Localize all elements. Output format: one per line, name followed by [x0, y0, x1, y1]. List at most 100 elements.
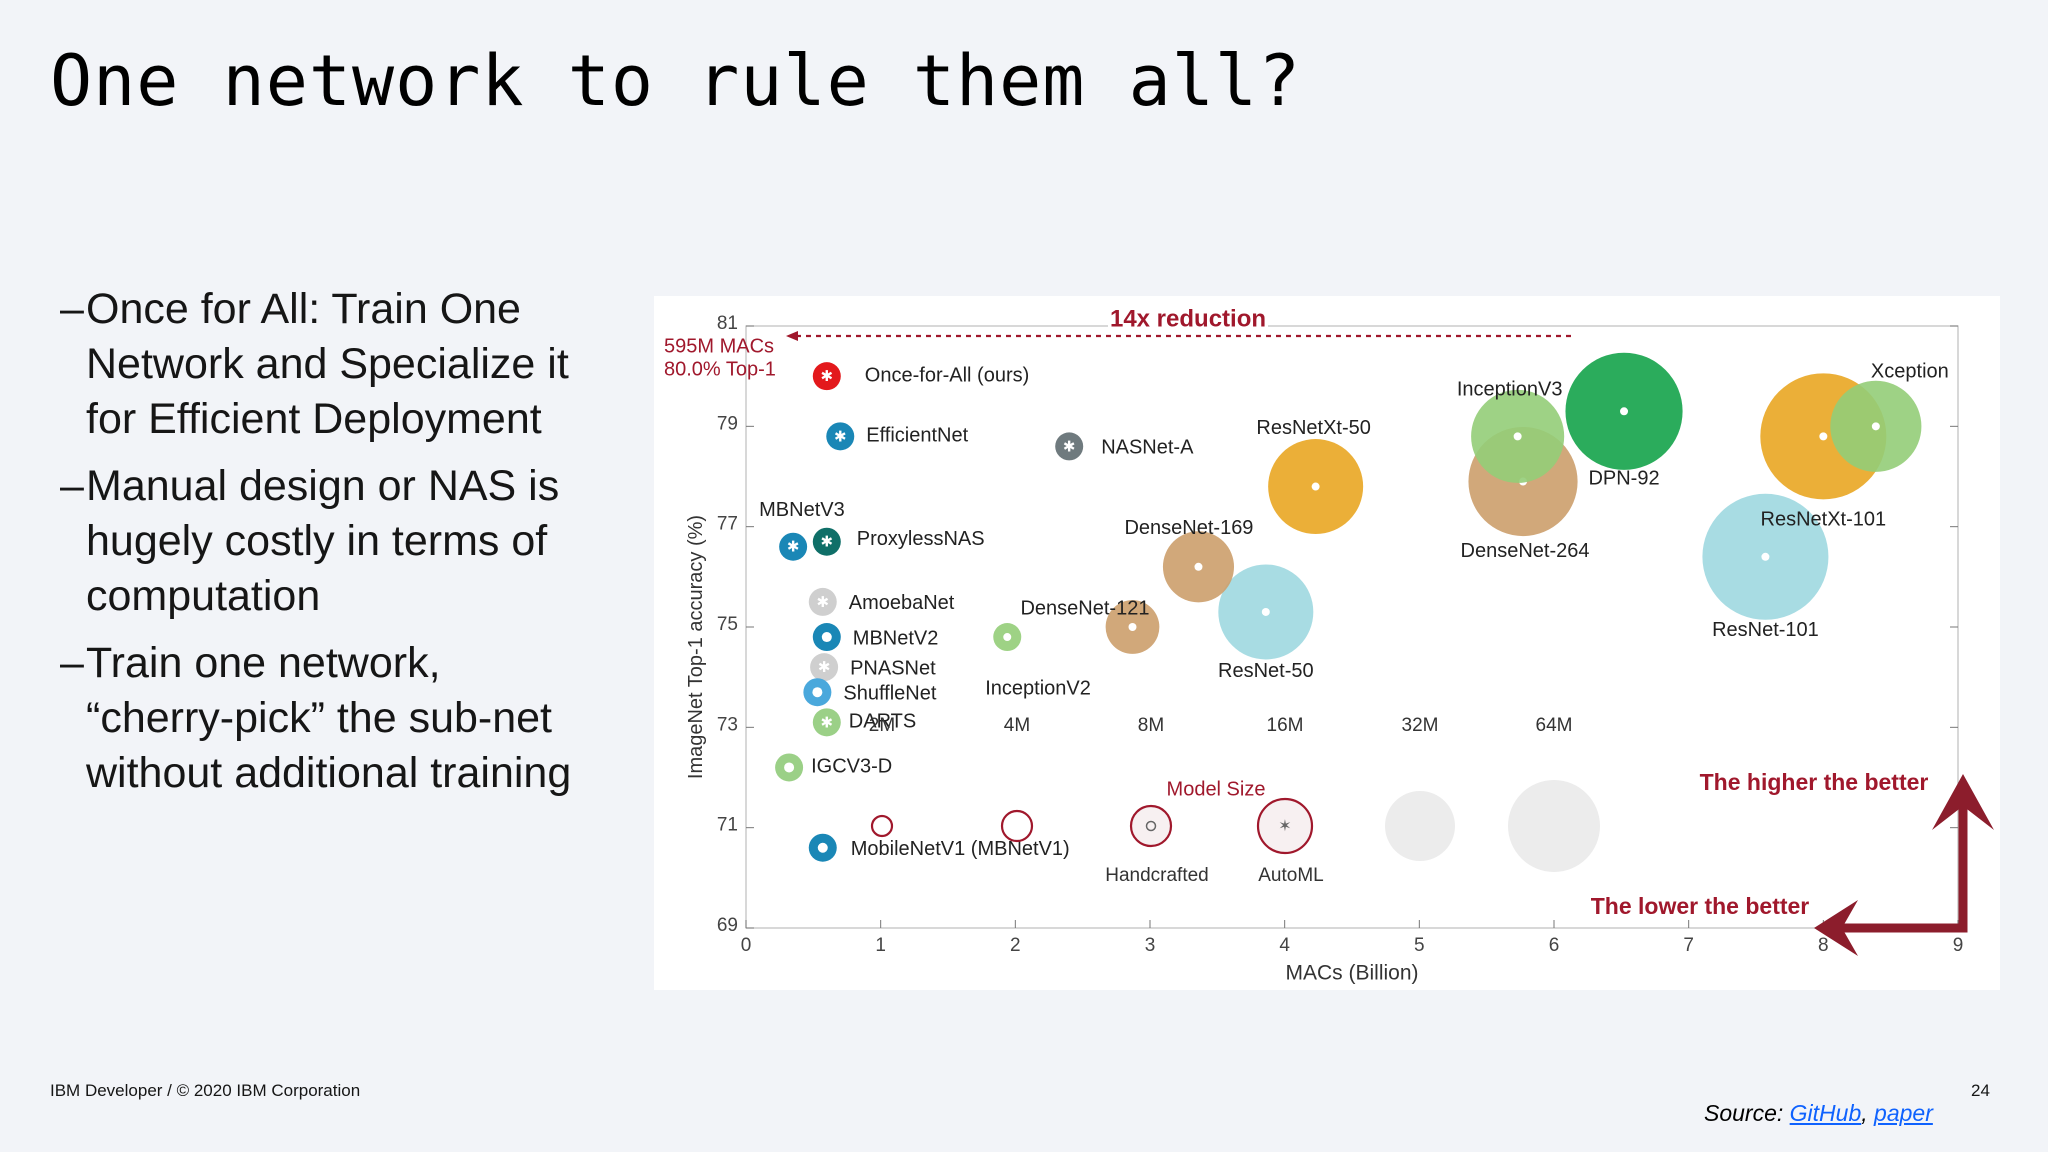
bubble-dot-marker — [1761, 552, 1770, 561]
bubble-dot-marker — [1311, 482, 1320, 491]
x-tick-label: 3 — [1145, 935, 1156, 956]
bubble-dot-marker — [821, 632, 832, 643]
bubble-label: ResNet-101 — [1712, 619, 1819, 641]
size-legend-circle — [1129, 804, 1173, 848]
bubble-dot-marker — [784, 762, 795, 773]
bubble-label: DenseNet-169 — [1124, 517, 1253, 539]
data-bubble — [810, 653, 839, 682]
size-legend-label: 2M — [869, 715, 895, 736]
reduction-label-bg — [1108, 306, 1268, 332]
bubble-label: DPN-92 — [1588, 468, 1659, 490]
bubble-dot-marker — [1128, 623, 1137, 631]
bubble-dot-marker — [1819, 432, 1828, 441]
bubble-star-marker: ✱ — [787, 539, 800, 556]
bubble-dot-marker — [1871, 422, 1880, 431]
size-legend-label: 64M — [1536, 715, 1573, 736]
bullet-list: – Once for All: Train One Network and Spe… — [60, 282, 600, 813]
bubble-star-marker: ✱ — [821, 368, 834, 385]
data-bubble — [779, 532, 808, 561]
size-legend-circle — [1256, 797, 1314, 855]
bullet-text: Manual design or NAS is hugely costly in… — [86, 462, 560, 620]
data-bubble — [812, 708, 841, 737]
reduction-arrow-head — [786, 331, 798, 341]
x-tick-label: 5 — [1414, 935, 1425, 956]
higher-arrow-head — [1932, 774, 1994, 830]
bubble-label: AmoebaNet — [849, 592, 955, 614]
y-tick-label: 73 — [717, 714, 738, 735]
x-tick-label: 1 — [875, 935, 886, 956]
bubble-label: ProxylessNAS — [857, 528, 985, 550]
lower-arrow-head — [1814, 900, 1858, 956]
bubble-label: DenseNet-264 — [1461, 540, 1590, 562]
bubble-star-marker: ✱ — [834, 428, 847, 445]
bullet-dash: – — [60, 639, 84, 687]
page-number: 24 — [1971, 1081, 1990, 1100]
automl-marker: ✶ — [1278, 818, 1291, 835]
bubble-label: InceptionV2 — [985, 677, 1091, 699]
ofa-top1-note: 80.0% Top-1 — [664, 358, 776, 380]
github-link[interactable]: GitHub — [1789, 1100, 1862, 1126]
x-tick-label: 4 — [1279, 935, 1290, 956]
bullet-text: Train one network, “cherry-pick” the sub… — [86, 639, 572, 797]
ofa-macs-note: 595M MACs — [664, 335, 774, 357]
bubble-label: ResNetXt-101 — [1761, 509, 1887, 531]
bubble-label: IGCV3-D — [811, 756, 892, 778]
bubble-label: EfficientNet — [866, 425, 968, 447]
bubble-dot-marker — [1513, 432, 1522, 441]
bubble-dot-marker — [1620, 407, 1629, 416]
bullet-item: – Train one network, “cherry-pick” the su… — [60, 636, 600, 801]
y-tick-label: 71 — [717, 815, 738, 836]
footer-copyright: IBM Developer / © 2020 IBM Corporation — [50, 1081, 361, 1100]
bubble-label: ResNet-50 — [1218, 660, 1314, 682]
bubble-label: Xception — [1871, 361, 1949, 383]
source-note: Source: GitHub, paper — [1704, 1100, 1933, 1127]
bubble-label: ShuffleNet — [843, 682, 936, 704]
bubble-label: InceptionV3 — [1457, 379, 1563, 401]
data-bubble — [808, 587, 837, 616]
bubble-star-marker: ✱ — [821, 714, 834, 731]
bullet-item: – Once for All: Train One Network and Spe… — [60, 282, 600, 447]
y-tick-label: 79 — [717, 413, 738, 434]
paper-link[interactable]: paper — [1874, 1100, 1933, 1126]
size-legend-circle — [1385, 791, 1455, 861]
source-label: Source: — [1704, 1100, 1784, 1126]
size-legend-label: 4M — [1004, 715, 1030, 736]
size-legend-label: 16M — [1267, 715, 1304, 736]
bullet-item: – Manual design or NAS is hugely costly i… — [60, 459, 600, 624]
lower-better-note: The lower the better — [1591, 893, 1810, 919]
chart-panel: 0 1 2 3 4 5 6 7 8 9 69 71 73 75 77 79 81 MACs (Billion) Im… — [654, 296, 2000, 990]
data-bubble — [812, 362, 841, 391]
bubble-dot-marker — [1003, 633, 1012, 642]
bubble-dot-marker — [1261, 607, 1270, 616]
automl-label: AutoML — [1258, 865, 1323, 886]
x-tick-label: 7 — [1683, 935, 1694, 956]
y-tick-label: 69 — [717, 915, 738, 936]
handcrafted-marker — [1145, 820, 1157, 832]
reduction-label: 14x reduction — [1110, 305, 1266, 332]
bubble-star-marker: ✱ — [816, 594, 829, 611]
bubble-dot-marker — [817, 842, 828, 853]
bubble-label: DenseNet-121 — [1020, 597, 1149, 619]
size-legend-circle — [1508, 780, 1600, 872]
x-tick-label: 8 — [1818, 935, 1829, 956]
x-tick-label: 0 — [741, 935, 752, 956]
bubble-star-marker: ✱ — [821, 534, 834, 551]
size-legend-circle — [1000, 809, 1034, 843]
y-tick-label: 75 — [717, 614, 738, 635]
data-bubble — [826, 422, 855, 451]
data-bubble — [812, 527, 841, 556]
bubble-label: MBNetV2 — [853, 627, 939, 649]
data-bubble — [1055, 432, 1084, 461]
bubble-label: DARTS — [849, 711, 916, 733]
bubble-star-marker: ✱ — [818, 659, 831, 676]
size-legend-label: 8M — [1138, 715, 1164, 736]
bullet-dash: – — [60, 462, 84, 510]
x-tick-label: 6 — [1549, 935, 1560, 956]
higher-better-note: The higher the better — [1700, 769, 1929, 795]
y-axis-title: ImageNet Top-1 accuracy (%) — [685, 515, 707, 779]
bubble-dot-marker — [1194, 562, 1203, 571]
source-separator: , — [1861, 1100, 1868, 1126]
bubble-star-marker: ✱ — [1063, 438, 1076, 455]
better-corner-arrow — [1832, 796, 1968, 933]
bullet-text: Once for All: Train One Network and Spec… — [86, 285, 569, 443]
